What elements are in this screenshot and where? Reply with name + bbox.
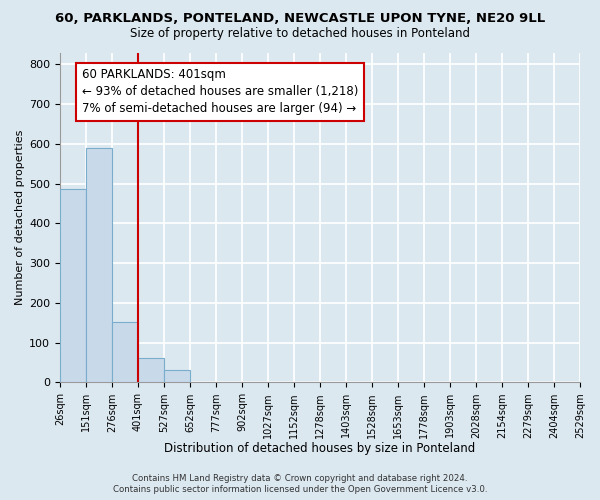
Text: 60, PARKLANDS, PONTELAND, NEWCASTLE UPON TYNE, NE20 9LL: 60, PARKLANDS, PONTELAND, NEWCASTLE UPON…: [55, 12, 545, 26]
Bar: [86, 148, 112, 382]
Bar: [60, 189, 86, 382]
Bar: [164, 370, 190, 382]
Text: Size of property relative to detached houses in Ponteland: Size of property relative to detached ho…: [130, 28, 470, 40]
Text: 60 PARKLANDS: 401sqm
← 93% of detached houses are smaller (1,218)
7% of semi-det: 60 PARKLANDS: 401sqm ← 93% of detached h…: [82, 68, 358, 116]
X-axis label: Distribution of detached houses by size in Ponteland: Distribution of detached houses by size …: [164, 442, 476, 455]
Y-axis label: Number of detached properties: Number of detached properties: [15, 130, 25, 305]
Bar: [138, 358, 164, 382]
Bar: [112, 322, 138, 382]
Text: Contains HM Land Registry data © Crown copyright and database right 2024.
Contai: Contains HM Land Registry data © Crown c…: [113, 474, 487, 494]
